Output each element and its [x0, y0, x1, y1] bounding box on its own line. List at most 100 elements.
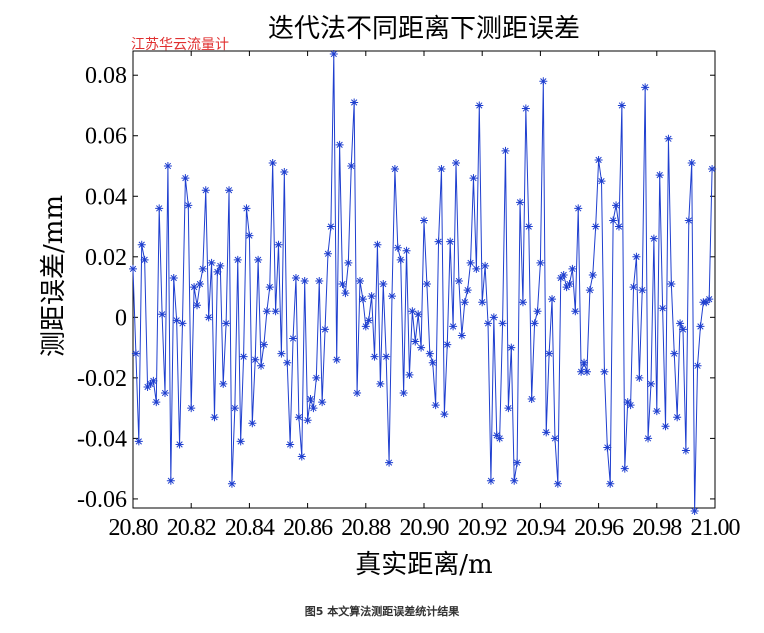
data-point [225, 186, 234, 195]
x-tick-label: 20.82 [167, 515, 216, 541]
data-point [134, 437, 143, 446]
data-point [626, 401, 635, 410]
data-point [158, 310, 167, 319]
data-point [457, 331, 466, 340]
data-point [262, 307, 271, 316]
data-point [585, 286, 594, 295]
data-point [195, 280, 204, 289]
data-point [533, 307, 542, 316]
data-point [382, 352, 391, 361]
data-point [184, 201, 193, 210]
x-tick-label: 20.84 [225, 515, 275, 541]
data-point [146, 379, 155, 388]
data-point [446, 237, 455, 246]
data-point [326, 222, 335, 231]
data-point [268, 158, 277, 167]
data-point [655, 171, 664, 180]
data-point [501, 146, 510, 155]
data-point [661, 422, 670, 431]
data-point [387, 292, 396, 301]
data-point [198, 264, 207, 273]
data-point [562, 283, 571, 292]
data-point [216, 261, 225, 270]
x-tick-label: 20.96 [574, 515, 624, 541]
data-point [696, 322, 705, 331]
data-point [527, 395, 536, 404]
data-point [673, 413, 682, 422]
data-point [265, 283, 274, 292]
data-point [181, 174, 190, 183]
figure-caption: 图5 本文算法测距误差统计结果 [304, 605, 460, 618]
data-point [245, 231, 254, 240]
data-point [591, 222, 600, 231]
data-point [708, 165, 717, 174]
data-point [163, 162, 172, 171]
data-point [140, 255, 149, 264]
x-tick-label: 20.80 [109, 515, 159, 541]
data-point [542, 428, 551, 437]
x-tick-label: 20.92 [458, 515, 507, 541]
data-point [463, 286, 472, 295]
data-point [376, 379, 385, 388]
data-point [454, 277, 463, 286]
chart-title: 迭代法不同距离下测距误差 [268, 14, 580, 44]
data-point [169, 273, 178, 282]
data-point [411, 337, 420, 346]
data-point [612, 201, 621, 210]
data-point [297, 452, 306, 461]
data-point [632, 252, 641, 261]
data-point [242, 204, 251, 213]
data-point [350, 98, 359, 107]
data-point [582, 367, 591, 376]
data-point [606, 479, 615, 488]
data-point [603, 443, 612, 452]
data-point [641, 83, 650, 92]
data-point [687, 158, 696, 167]
data-point [236, 437, 245, 446]
data-point [390, 165, 399, 174]
data-point [222, 319, 231, 328]
data-point [428, 358, 437, 367]
data-point [568, 264, 577, 273]
data-point [434, 237, 443, 246]
data-point [219, 379, 228, 388]
data-point [507, 343, 516, 352]
data-point [414, 310, 423, 319]
data-point [187, 404, 196, 413]
data-point [393, 243, 402, 252]
data-point [609, 216, 618, 225]
data-point [588, 270, 597, 279]
data-point [658, 304, 667, 313]
data-point [676, 319, 685, 328]
data-point [143, 382, 152, 391]
data-point [524, 222, 533, 231]
data-point [469, 174, 478, 183]
data-point [431, 401, 440, 410]
data-point [510, 476, 519, 485]
data-point [204, 313, 213, 322]
data-point [565, 280, 574, 289]
data-point [402, 246, 411, 255]
data-point [556, 273, 565, 282]
x-tick-label: 21.00 [691, 515, 741, 541]
data-point [646, 379, 655, 388]
data-point [210, 413, 219, 422]
data-point [291, 273, 300, 282]
data-point [571, 307, 580, 316]
data-point [385, 458, 394, 467]
data-point [303, 416, 312, 425]
data-point [321, 325, 330, 334]
data-point [289, 334, 298, 343]
data-point [550, 434, 559, 443]
data-point [347, 162, 356, 171]
data-point [294, 413, 303, 422]
data-point [574, 204, 583, 213]
data-point [481, 261, 490, 270]
x-axis-label: 真实距离/m [355, 550, 492, 580]
data-point [577, 367, 586, 376]
data-point [417, 343, 426, 352]
y-tick-label: 0.04 [85, 184, 127, 210]
data-point [248, 419, 257, 428]
y-tick-label: 0.06 [85, 124, 127, 150]
